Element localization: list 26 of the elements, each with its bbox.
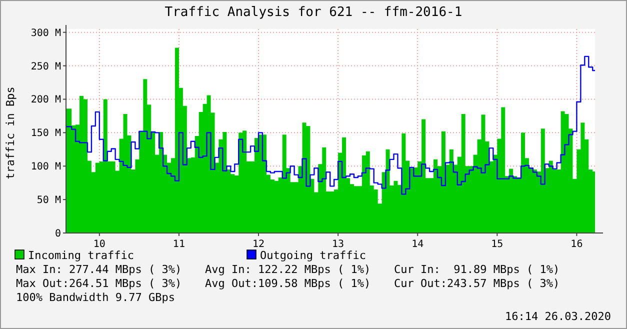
y-tick-label: 100 M xyxy=(30,162,61,173)
text: 16:14 26.03.2020 xyxy=(505,310,611,323)
text: Avg Out:109.58 MBps ( 1%) xyxy=(205,277,371,290)
x-tick-label: 11 xyxy=(172,239,185,250)
y-axis-title: traffic in Bps xyxy=(4,86,17,180)
legend-label: Outgoing traffic xyxy=(260,249,366,262)
y-tick-label: 150 M xyxy=(30,128,61,140)
x-tick-label: 12 xyxy=(252,239,265,250)
text: Avg In: 122.22 MBps ( 1%) xyxy=(205,263,371,276)
x-tick-label: 14 xyxy=(412,239,424,250)
text: Cur In: 91.89 MBps ( 1%) xyxy=(394,263,560,276)
legend-label: Incoming traffic xyxy=(28,249,134,262)
y-tick-label: 0 xyxy=(54,228,61,240)
text: Cur Out:243.57 MBps ( 3%) xyxy=(394,277,560,290)
text: 100% Bandwidth 9.77 GBps xyxy=(16,291,175,304)
y-tick-label: 300 M xyxy=(30,28,61,39)
text: Max Out:264.51 MBps ( 3%) xyxy=(16,277,182,290)
x-tick-label: 15 xyxy=(491,239,504,250)
y-tick-label: 50 M xyxy=(36,195,61,206)
x-tick-label: 16 xyxy=(570,239,583,250)
y-tick-label: 200 M xyxy=(30,94,61,106)
x-tick-label: 13 xyxy=(332,239,344,250)
text: Max In: 277.44 MBps ( 3%) xyxy=(16,263,182,276)
x-tick-label: 10 xyxy=(93,239,106,250)
chart-title: Traffic Analysis for 621 -- ffm-2016-1 xyxy=(164,5,462,20)
y-tick-label: 250 M xyxy=(30,61,61,72)
